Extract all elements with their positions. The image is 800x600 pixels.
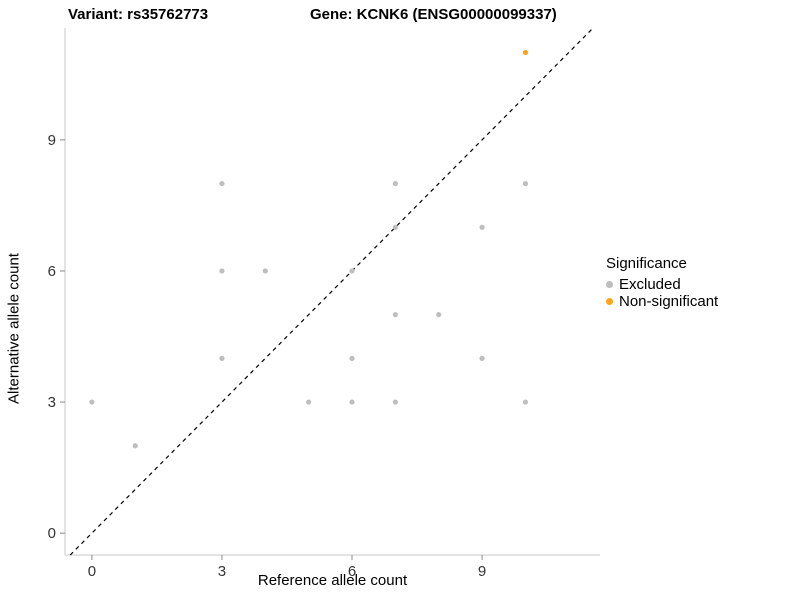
data-point	[522, 180, 529, 187]
x-tick-label: 6	[348, 563, 356, 580]
data-point	[349, 268, 355, 274]
data-point	[436, 312, 442, 318]
data-point	[262, 268, 268, 274]
data-point	[132, 443, 138, 449]
data-point	[522, 49, 529, 56]
x-tick-label: 9	[478, 563, 486, 580]
data-point	[349, 399, 355, 405]
x-tick-label: 3	[218, 563, 226, 580]
y-tick-label: 3	[48, 394, 56, 411]
data-point	[219, 180, 225, 187]
data-point	[479, 355, 485, 361]
data-point	[219, 268, 225, 274]
data-point	[306, 399, 312, 405]
data-point	[89, 399, 95, 405]
non-significant-dot-icon	[606, 298, 613, 305]
plot-title-variant: Variant: rs35762773	[68, 6, 209, 23]
data-point	[219, 355, 225, 361]
excluded-dot-icon	[606, 281, 613, 288]
legend-title: Significance	[606, 255, 687, 272]
data-point	[522, 399, 529, 405]
x-tick-label: 0	[88, 563, 96, 580]
legend-item-label: Non-significant	[619, 293, 719, 310]
y-axis-title: Alternative allele count	[5, 253, 23, 404]
legend-item-label: Excluded	[619, 276, 681, 293]
identity-line	[69, 27, 594, 556]
legend-item-non-significant: Non-significant	[606, 293, 798, 310]
data-point	[349, 355, 355, 361]
data-point	[392, 180, 398, 187]
legend-item-excluded: Excluded	[606, 276, 798, 293]
data-point	[479, 224, 485, 230]
y-tick-label: 6	[48, 263, 56, 280]
data-point	[392, 224, 398, 230]
legend: Significance Excluded Non-significant	[606, 255, 798, 310]
y-tick-label: 0	[48, 525, 56, 542]
plot-title-gene: Gene: KCNK6 (ENSG00000099337)	[310, 6, 557, 23]
data-point	[392, 312, 398, 318]
x-axis-title: Reference allele count	[257, 572, 408, 589]
y-tick-label: 9	[48, 132, 56, 149]
data-point	[392, 399, 398, 405]
